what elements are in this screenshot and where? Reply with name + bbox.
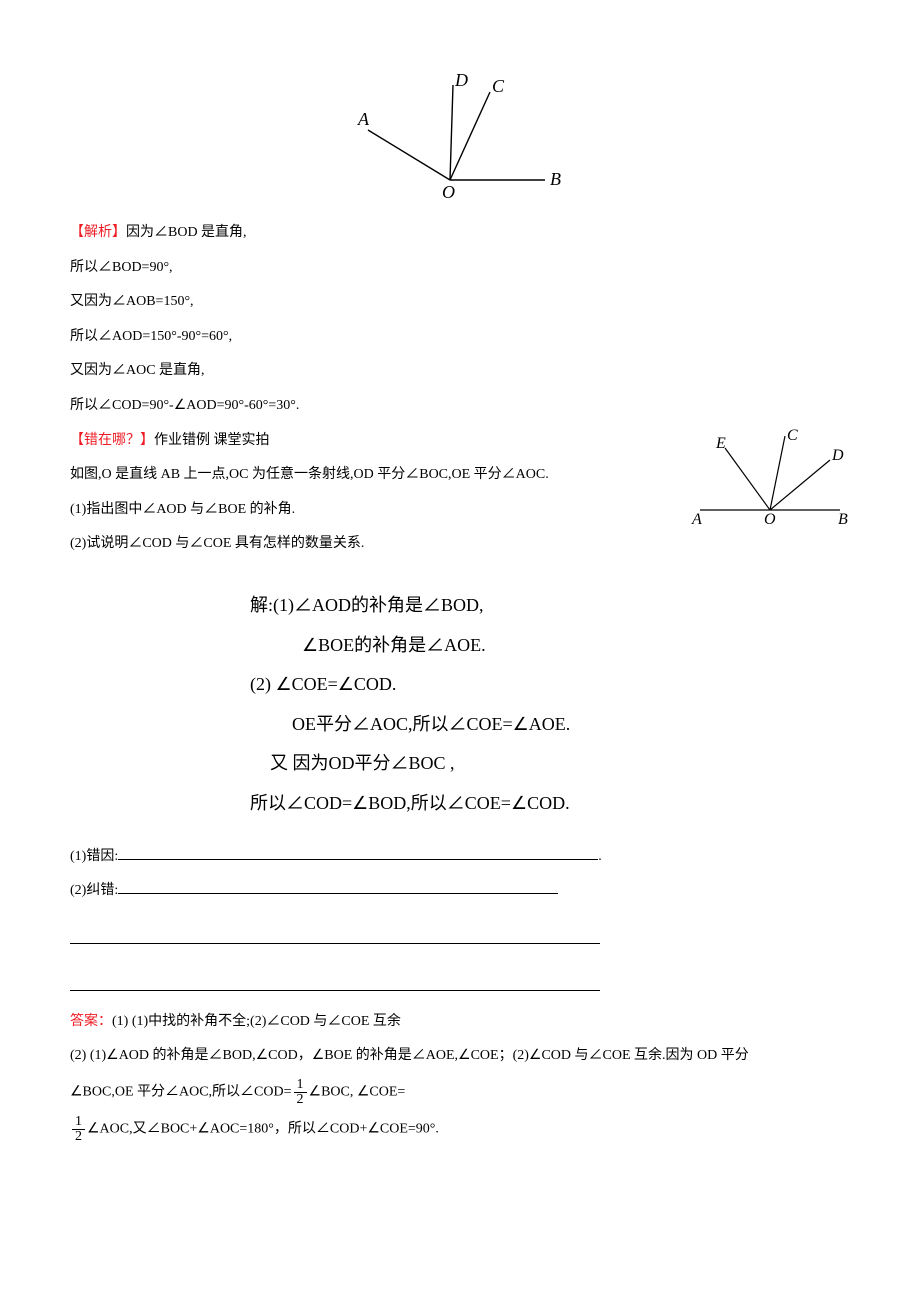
hw-l6: 所以∠COD=∠BOD,所以∠COE=∠COD.: [250, 784, 850, 824]
analysis-l4: 所以∠AOD=150°-90°=60°,: [70, 324, 850, 351]
hw-l3: (2) ∠COE=∠COD.: [250, 665, 850, 705]
analysis-l6: 所以∠COD=90°-∠AOD=90°-60°=30°.: [70, 393, 850, 420]
analysis-l5: 又因为∠AOC 是直角,: [70, 358, 850, 385]
answer-row-3: 12∠AOC,又∠BOC+∠AOC=180°，所以∠COD+∠COE=90°.: [70, 1115, 850, 1144]
analysis-l2: 所以∠BOD=90°,: [70, 255, 850, 282]
analysis-tag: 【解析】: [70, 225, 126, 240]
answer-l1: (1) (1)中找的补角不全;(2)∠COD 与∠COE 互余: [112, 1014, 401, 1029]
fig1-label-D: D: [454, 70, 468, 90]
mistake-tag: 【错在哪？】: [70, 433, 154, 448]
fig2-label-C: C: [787, 428, 798, 444]
answer-l2b-pre: ∠BOC,OE 平分∠AOC,所以∠COD=: [70, 1085, 292, 1100]
answer-row-1: 答案：(1) (1)中找的补角不全;(2)∠COD 与∠COE 互余: [70, 1009, 850, 1036]
fig2-label-B: B: [838, 511, 848, 528]
answer-tag: 答案：: [70, 1014, 112, 1029]
fraction-2: 12: [72, 1115, 85, 1144]
handwriting-block: 解:(1)∠AOD的补角是∠BOD, ∠BOE的补角是∠AOE. (2) ∠CO…: [250, 586, 850, 824]
fig2-label-E: E: [715, 435, 726, 452]
frac2-den: 2: [72, 1130, 85, 1144]
figure-1-wrap: A B C D O: [70, 70, 850, 200]
fig1-label-O: O: [442, 182, 455, 200]
blank-row-2: (2)纠错:: [70, 878, 850, 905]
blank-q1-label: (1)错因:: [70, 849, 118, 864]
mistake-section: A B C D E O 【错在哪？】作业错例 课堂实拍 如图,O 是直线 AB …: [70, 428, 850, 566]
fig2-label-O: O: [764, 511, 776, 528]
fig2-label-D: D: [831, 447, 844, 464]
fig1-label-B: B: [550, 169, 561, 189]
answer-l2a: (2) (1)∠AOD 的补角是∠BOD,∠COD，∠BOE 的补角是∠AOE,…: [70, 1043, 850, 1070]
figure-1: A B C D O: [350, 70, 570, 200]
blank-line-3: [70, 915, 600, 944]
blank-period-1: .: [598, 849, 602, 864]
figure-2: A B C D E O: [690, 428, 850, 528]
mistake-p3: (2)试说明∠COD 与∠COE 具有怎样的数量关系.: [70, 531, 850, 558]
fig2-label-A: A: [691, 511, 702, 528]
analysis-line-1: 【解析】因为∠BOD 是直角,: [70, 220, 850, 247]
figure-2-wrap: A B C D E O: [690, 428, 850, 528]
blank-line-2: [118, 879, 558, 894]
hw-l2: ∠BOE的补角是∠AOE.: [250, 626, 850, 666]
mistake-tag-rest: 作业错例 课堂实拍: [154, 433, 270, 448]
frac1-den: 2: [294, 1093, 307, 1107]
blank-line-4: [70, 962, 600, 991]
fraction-1: 12: [294, 1078, 307, 1107]
blank-row-1: (1)错因:.: [70, 844, 850, 871]
frac2-num: 1: [72, 1115, 85, 1130]
hw-l5: 又 因为OD平分∠BOC ,: [250, 744, 850, 784]
analysis-l1: 因为∠BOD 是直角,: [126, 225, 247, 240]
hw-l4: OE平分∠AOC,所以∠COE=∠AOE.: [250, 705, 850, 745]
analysis-l3: 又因为∠AOB=150°,: [70, 289, 850, 316]
answer-l3-post: ∠AOC,又∠BOC+∠AOC=180°，所以∠COD+∠COE=90°.: [87, 1122, 439, 1137]
blank-q2-label: (2)纠错:: [70, 883, 118, 898]
frac1-num: 1: [294, 1078, 307, 1093]
answer-row-2b: ∠BOC,OE 平分∠AOC,所以∠COD=12∠BOC, ∠COE=: [70, 1078, 850, 1107]
hw-l1: 解:(1)∠AOD的补角是∠BOD,: [250, 586, 850, 626]
blank-line-1: [118, 845, 598, 860]
answer-l2b-post: ∠BOC, ∠COE=: [309, 1085, 406, 1100]
fig1-label-A: A: [357, 109, 370, 129]
fig1-label-C: C: [492, 76, 505, 96]
